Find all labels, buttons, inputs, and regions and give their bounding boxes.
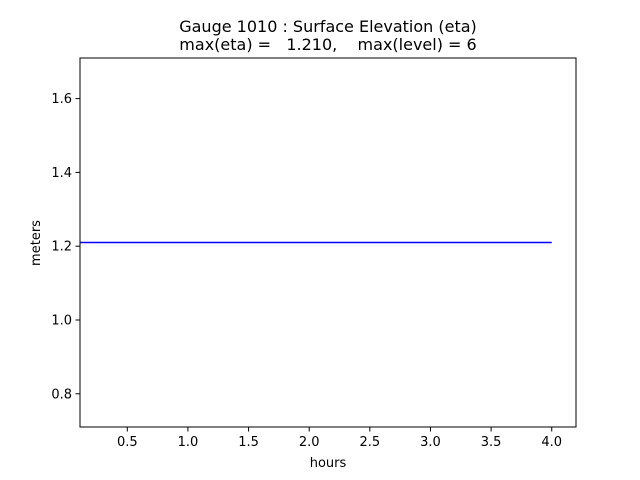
y-axis-ticks: 0.8 1.0 1.2 1.4 1.6	[51, 92, 80, 402]
y-tick-label: 0.8	[51, 387, 72, 402]
chart-subtitle: max(eta) = 1.210, max(level) = 6	[179, 35, 476, 54]
x-tick-label: 2.5	[359, 435, 380, 450]
y-axis-label: meters	[29, 220, 44, 266]
y-tick-label: 1.0	[51, 313, 72, 328]
x-axis-ticks: 0.5 1.0 1.5 2.0 2.5 3.0 3.5 4.0	[117, 427, 562, 450]
x-tick-label: 2.0	[299, 435, 320, 450]
x-tick-label: 1.5	[238, 435, 259, 450]
axes-frame	[79, 57, 577, 428]
x-axis-label: hours	[310, 456, 347, 471]
y-tick-label: 1.6	[51, 92, 72, 107]
y-tick-label: 1.4	[51, 166, 72, 181]
x-tick-label: 3.0	[420, 435, 441, 450]
x-tick-label: 0.5	[117, 435, 138, 450]
x-tick-label: 4.0	[541, 435, 562, 450]
chart-title: Gauge 1010 : Surface Elevation (eta)	[179, 17, 477, 36]
x-tick-label: 1.0	[178, 435, 199, 450]
plot-area	[79, 57, 577, 428]
x-tick-label: 3.5	[481, 435, 502, 450]
y-tick-label: 1.2	[51, 240, 72, 255]
